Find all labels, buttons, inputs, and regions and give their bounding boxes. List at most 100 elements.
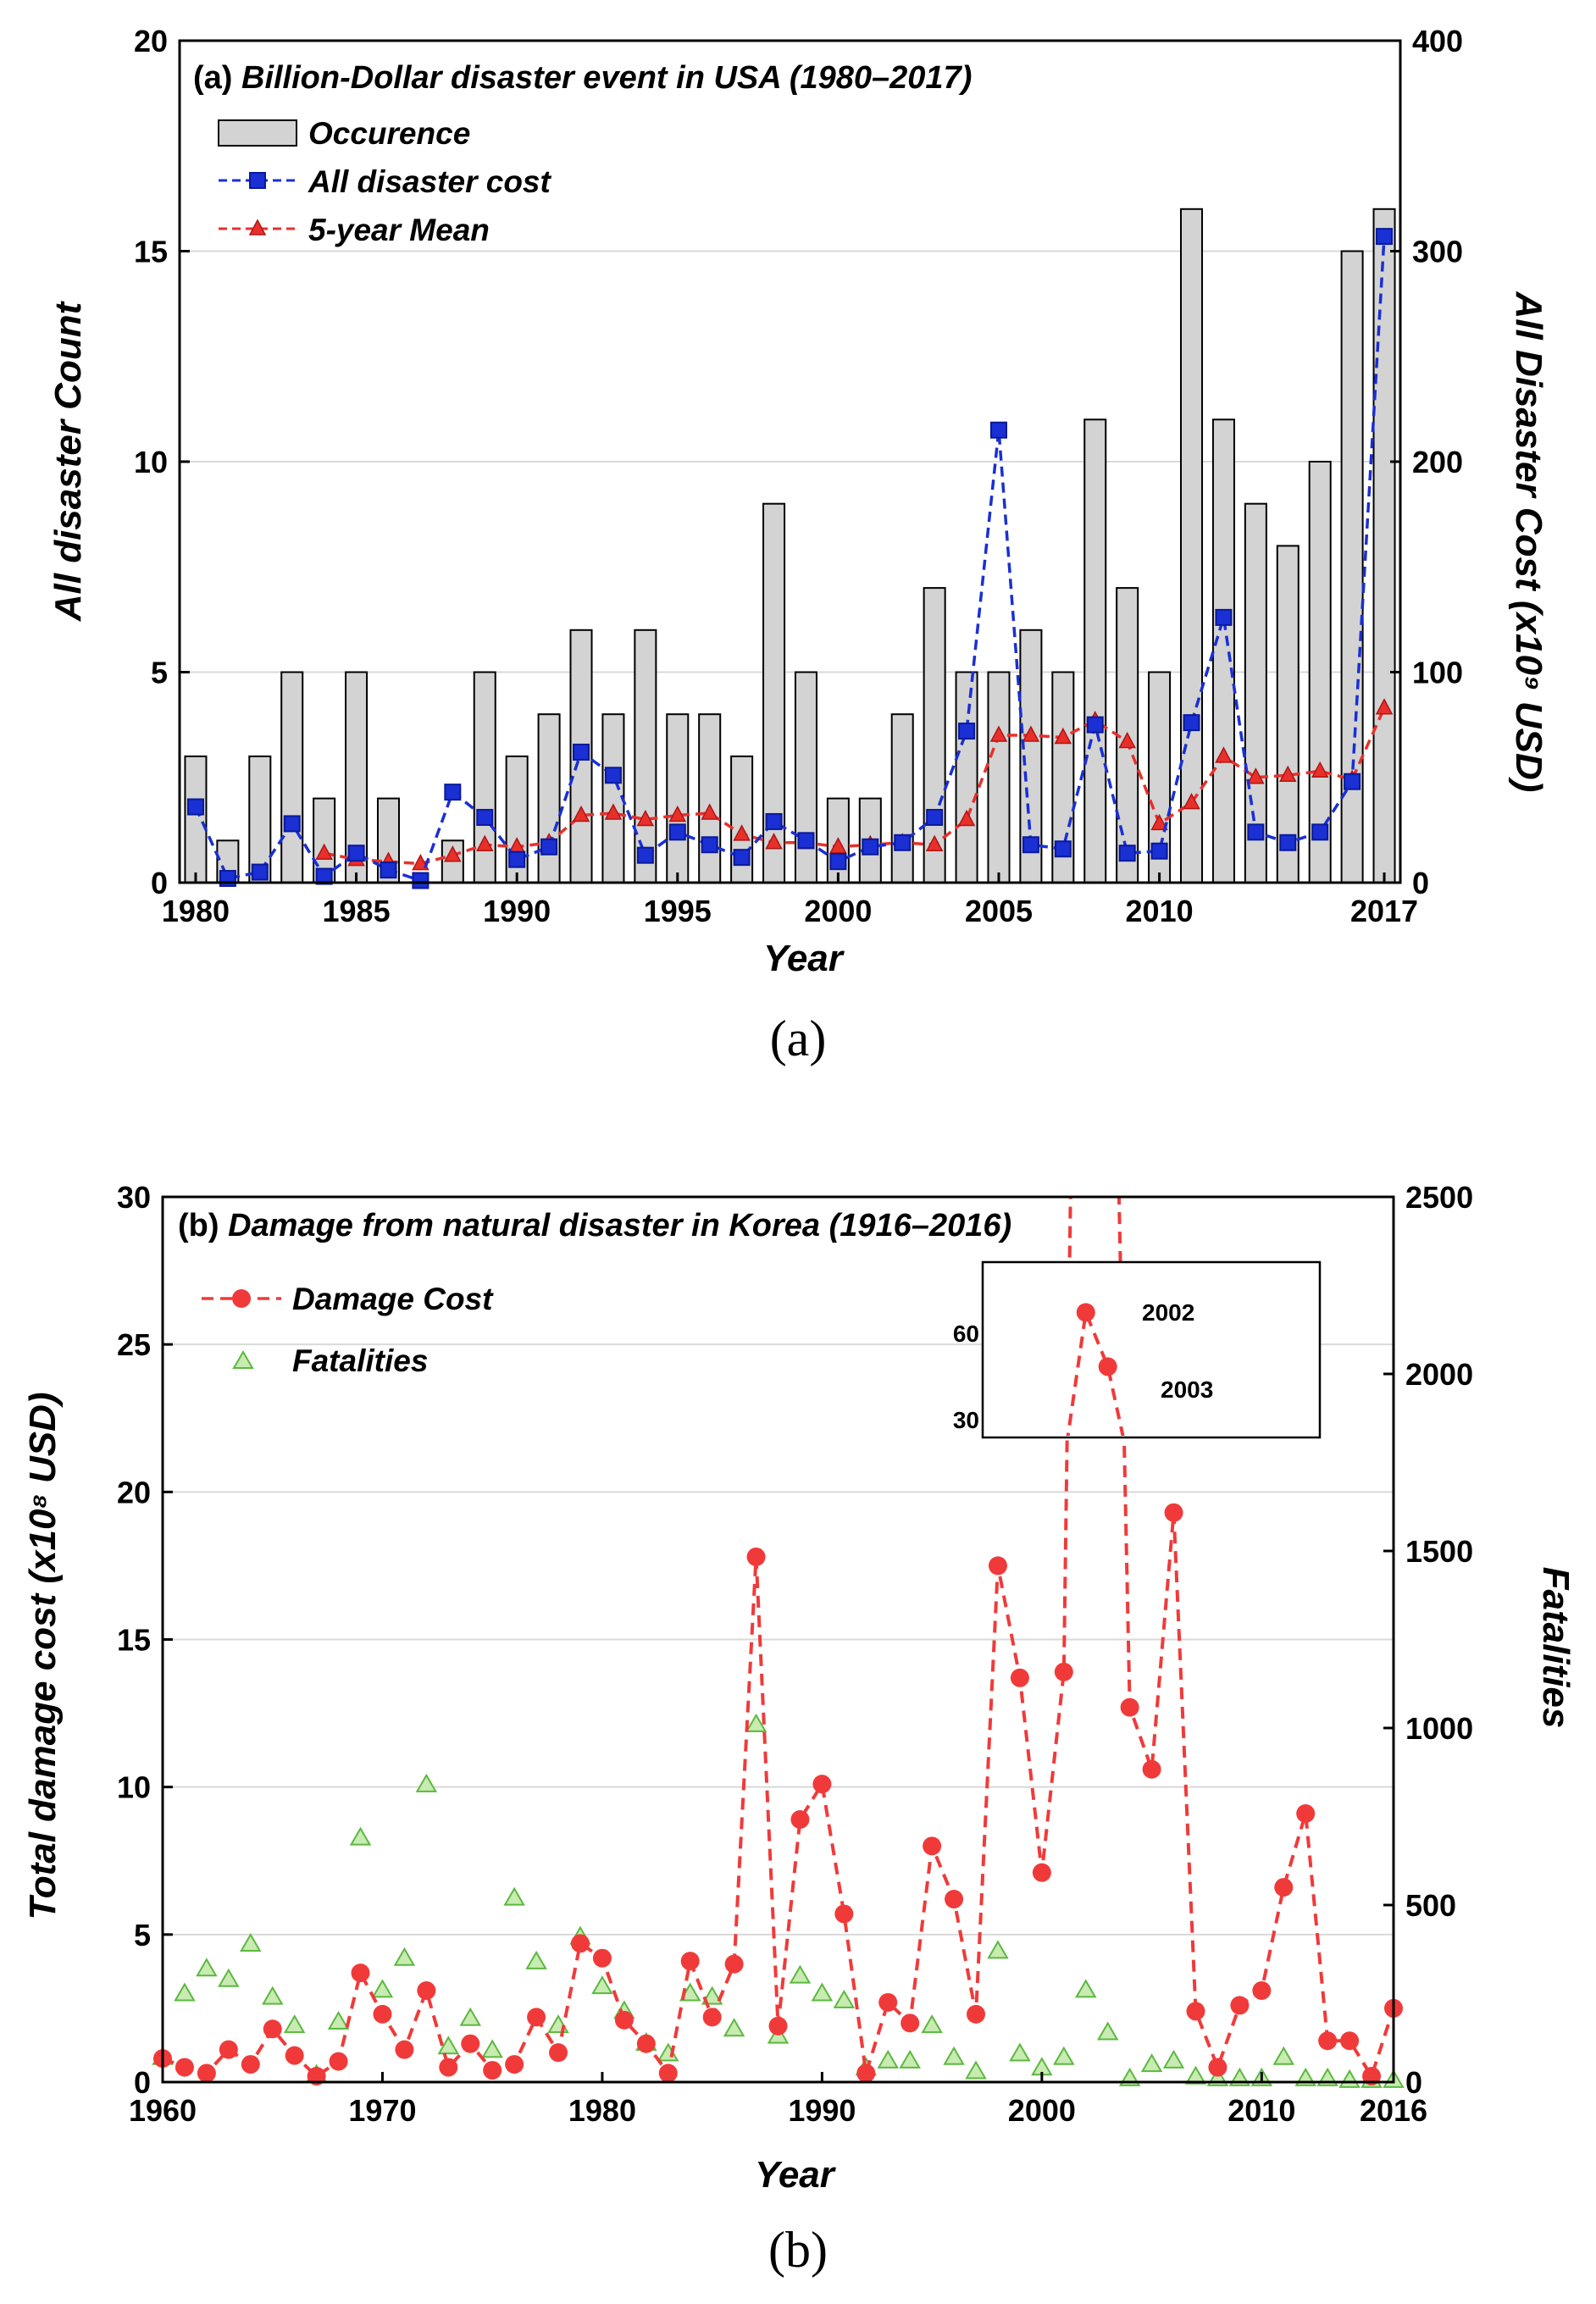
a-cost-point [412, 872, 429, 889]
b-y-tick-label: 25 [117, 1327, 151, 1362]
b-fatalities-point [965, 2060, 987, 2080]
b-fatalities-point [1140, 2053, 1163, 2073]
b-inset-annotation-2002: 2002 [1142, 1299, 1194, 1326]
b-x-tick-label: 1980 [568, 2093, 636, 2128]
a-cost-point [926, 808, 944, 826]
a-occurrence-bar [601, 713, 625, 884]
b-damage-point [967, 2004, 986, 2024]
a-y2-axis-title: All Disaster Cost (x10⁹ USD) [1508, 291, 1549, 793]
a-cost-point [444, 784, 462, 801]
b-damage-point [263, 2019, 282, 2039]
b-fatalities-point [393, 1947, 416, 1966]
a-mean-point [636, 809, 655, 827]
a-caption: (a) [770, 1011, 827, 1066]
a-mean-point [604, 803, 623, 820]
b-fatalities-point [327, 2010, 350, 2030]
b-damage-line [163, 1197, 1394, 2080]
b-damage-point [1318, 2031, 1338, 2051]
b-damage-point [439, 2058, 458, 2077]
a-mean-point [1118, 731, 1136, 749]
a-mean-point [1247, 767, 1265, 784]
b-y2-tick-label: 1500 [1405, 1534, 1473, 1569]
a-cost-point [604, 767, 622, 784]
a-occurrence-bar [1179, 208, 1204, 884]
b-y2-tick-label: 2500 [1405, 1180, 1473, 1215]
a-occurrence-bar [184, 755, 208, 884]
b-damage-point [1274, 1878, 1294, 1897]
b-damage-point [241, 2055, 260, 2074]
b-inset-series [1066, 1303, 1125, 1436]
b-fatalities-point [789, 1964, 812, 1984]
b-fatalities-point [1338, 2069, 1360, 2088]
a-cost-point [347, 845, 365, 862]
a-cost-point [636, 846, 654, 864]
a-x-tick-label: 1995 [644, 894, 712, 928]
b-damage-point [219, 2040, 238, 2059]
a-y2-tick-label: 400 [1412, 24, 1463, 58]
a-occurrence-bars [184, 208, 1396, 884]
b-fatalities-point [481, 2039, 503, 2058]
a-legend-mean-label: 5-year Mean [308, 213, 490, 247]
b-y-tick-label: 15 [117, 1623, 151, 1658]
b-fatalities-point [1096, 2021, 1119, 2041]
b-damage-point [658, 2063, 678, 2083]
a-mean-point [1022, 725, 1040, 742]
b-inset-tick-60: 60 [953, 1321, 979, 1347]
b-fatalities-point [525, 1950, 547, 1969]
a-cost-point [1022, 836, 1039, 854]
a-mean-point [1054, 727, 1072, 745]
b-inset-damage-line [1066, 1305, 1125, 1436]
a-legend-mean-marker [248, 219, 267, 235]
b-y2-tick-label: 500 [1405, 1888, 1456, 1923]
b-damage-point [901, 2013, 920, 2033]
a-occurrence-bar [666, 713, 690, 884]
b-fatalities-point [921, 2014, 943, 2034]
a-occurrence-bar [1211, 418, 1235, 883]
b-legend-fatalities-marker [232, 1350, 254, 1369]
a-cost-point [958, 723, 976, 740]
a-occurrence-bar [537, 713, 561, 884]
a-cost-point [894, 834, 912, 851]
a-cost-point [380, 861, 397, 879]
a-mean-point [957, 809, 976, 827]
b-x-tick-label: 1960 [129, 2093, 197, 2128]
b-damage-point [417, 1981, 436, 2001]
b-fatalities-point [723, 2018, 745, 2037]
b-damage-point [834, 1904, 854, 1924]
b-damage-point [1142, 1759, 1161, 1779]
a-mean-line [324, 707, 1386, 866]
a-mean-point [572, 805, 590, 822]
a-y-tick-label: 15 [134, 235, 168, 269]
a-mean-point [989, 725, 1008, 742]
b-fatalities-point [745, 1713, 768, 1732]
b-damage-point [724, 1954, 744, 1974]
b-y-axis-title: Total damage cost (x10⁸ USD) [22, 1392, 64, 1919]
b-fatalities-point [811, 1982, 834, 2002]
a-cost-point [1118, 845, 1136, 862]
b-x-tick-label: 2000 [1008, 2093, 1076, 2128]
b-axis-ticks: 0 5 10 15 20 25 30 0 500 1000 1500 2000 2500 1960 1970… [117, 1180, 1473, 2128]
b-fatalities-point [833, 1989, 856, 2008]
a-cost-point [668, 823, 686, 841]
a-mean-point [1311, 761, 1329, 778]
b-damage-point [702, 2008, 722, 2027]
b-damage-point [527, 2008, 546, 2027]
b-fatalities-point [503, 1886, 525, 1906]
b-damage-cost-series [153, 1197, 1403, 2086]
a-cost-point [701, 836, 718, 854]
b-damage-point [351, 1963, 370, 1983]
a-cost-point [1086, 716, 1104, 734]
b-y-tick-label: 20 [117, 1475, 151, 1509]
b-fatalities-point [196, 1958, 218, 1977]
b-damage-point [1010, 1668, 1029, 1687]
a-x-tick-label: 2005 [965, 894, 1033, 928]
a-occurrence-bar [280, 671, 304, 883]
a-cost-point [765, 812, 783, 830]
a-x-tick-label: 2017 [1350, 894, 1418, 928]
b-fatalities-point [218, 1968, 240, 1987]
a-cost-point [1311, 823, 1329, 841]
a-cost-point [733, 849, 751, 867]
b-y-tick-label: 10 [117, 1770, 151, 1805]
b-damage-point [483, 2061, 502, 2080]
a-panel-title: (a) Billion-Dollar disaster event in USA… [193, 60, 972, 96]
